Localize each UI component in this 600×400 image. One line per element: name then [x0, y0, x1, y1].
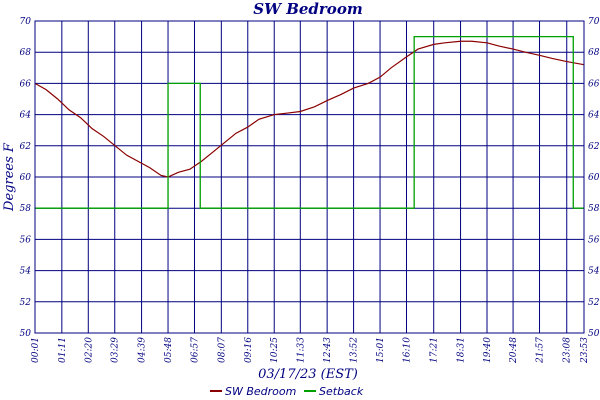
y-tick-label: 62 [588, 142, 600, 152]
legend: SW Bedroom Setback [210, 385, 364, 398]
x-tick-label: 13:52 [350, 337, 360, 363]
y-tick-label: 70 [20, 17, 32, 27]
series-group [34, 35, 585, 209]
x-tick-label: 19:40 [483, 337, 493, 363]
x-tick-label: 16:10 [402, 337, 412, 363]
y-tick-label: 54 [20, 267, 32, 277]
series-line-setback [35, 35, 584, 209]
x-tick-label: 01:11 [58, 337, 68, 363]
plot-frame [34, 20, 585, 334]
y-tick-label: 70 [588, 17, 600, 27]
x-tick-label: 02:20 [84, 337, 94, 363]
x-tick-label: 21:57 [536, 337, 546, 364]
y-tick-label: 60 [588, 173, 600, 183]
y-tick-label: 62 [20, 142, 32, 152]
x-tick-label: 23:08 [563, 337, 573, 364]
x-tick-label: 08:07 [217, 337, 227, 363]
x-tick-label: 23:53 [580, 337, 590, 364]
x-tick-label: 10:25 [270, 337, 280, 363]
y-tick-label: 64 [20, 111, 32, 121]
x-tick-label: 17:21 [430, 337, 440, 363]
grid [34, 20, 585, 334]
y-tick-label: 52 [588, 298, 600, 308]
y-tick-labels-right: 50 52 54 56 58 60 62 64 66 68 70 [588, 17, 600, 339]
x-tick-label: 06:57 [190, 337, 200, 363]
y-tick-label: 58 [20, 204, 32, 214]
y-tick-label: 50 [20, 329, 32, 339]
x-tick-label: 18:31 [457, 337, 467, 363]
y-tick-label: 66 [20, 79, 32, 89]
y-tick-label: 68 [20, 48, 32, 58]
x-tick-label: 20:48 [509, 337, 519, 364]
y-tick-label: 58 [588, 204, 600, 214]
x-tick-label: 03:29 [111, 337, 121, 363]
x-tick-label: 12:43 [323, 337, 333, 363]
y-tick-label: 56 [588, 235, 600, 245]
y-axis-label: Degrees F [2, 142, 17, 212]
x-tick-label: 11:33 [296, 337, 306, 363]
legend-label: SW Bedroom [225, 385, 296, 398]
x-axis-label: 03/17/23 (EST) [258, 367, 358, 382]
series-line-sw-bedroom [34, 40, 585, 178]
x-tick-labels: 00:01 01:11 02:20 03:29 04:39 05:48 06:57 08:07… [31, 337, 590, 364]
legend-label: Setback [319, 385, 364, 398]
x-tick-label: 00:01 [31, 337, 41, 363]
y-tick-labels-left: 50 52 54 56 58 60 62 64 66 68 70 [20, 17, 32, 339]
x-tick-label: 09:16 [244, 337, 254, 363]
y-tick-label: 64 [588, 111, 600, 121]
x-tick-label: 05:48 [164, 337, 174, 363]
y-tick-label: 52 [20, 298, 32, 308]
x-tick-label: 04:39 [138, 337, 148, 363]
y-tick-label: 54 [588, 267, 600, 277]
y-tick-label: 60 [20, 173, 32, 183]
y-tick-label: 66 [588, 79, 600, 89]
y-tick-label: 68 [588, 48, 600, 58]
chart-title: SW Bedroom [253, 0, 362, 18]
y-tick-label: 56 [20, 235, 32, 245]
x-tick-label: 15:01 [376, 337, 386, 363]
y-tick-label: 50 [588, 329, 600, 339]
